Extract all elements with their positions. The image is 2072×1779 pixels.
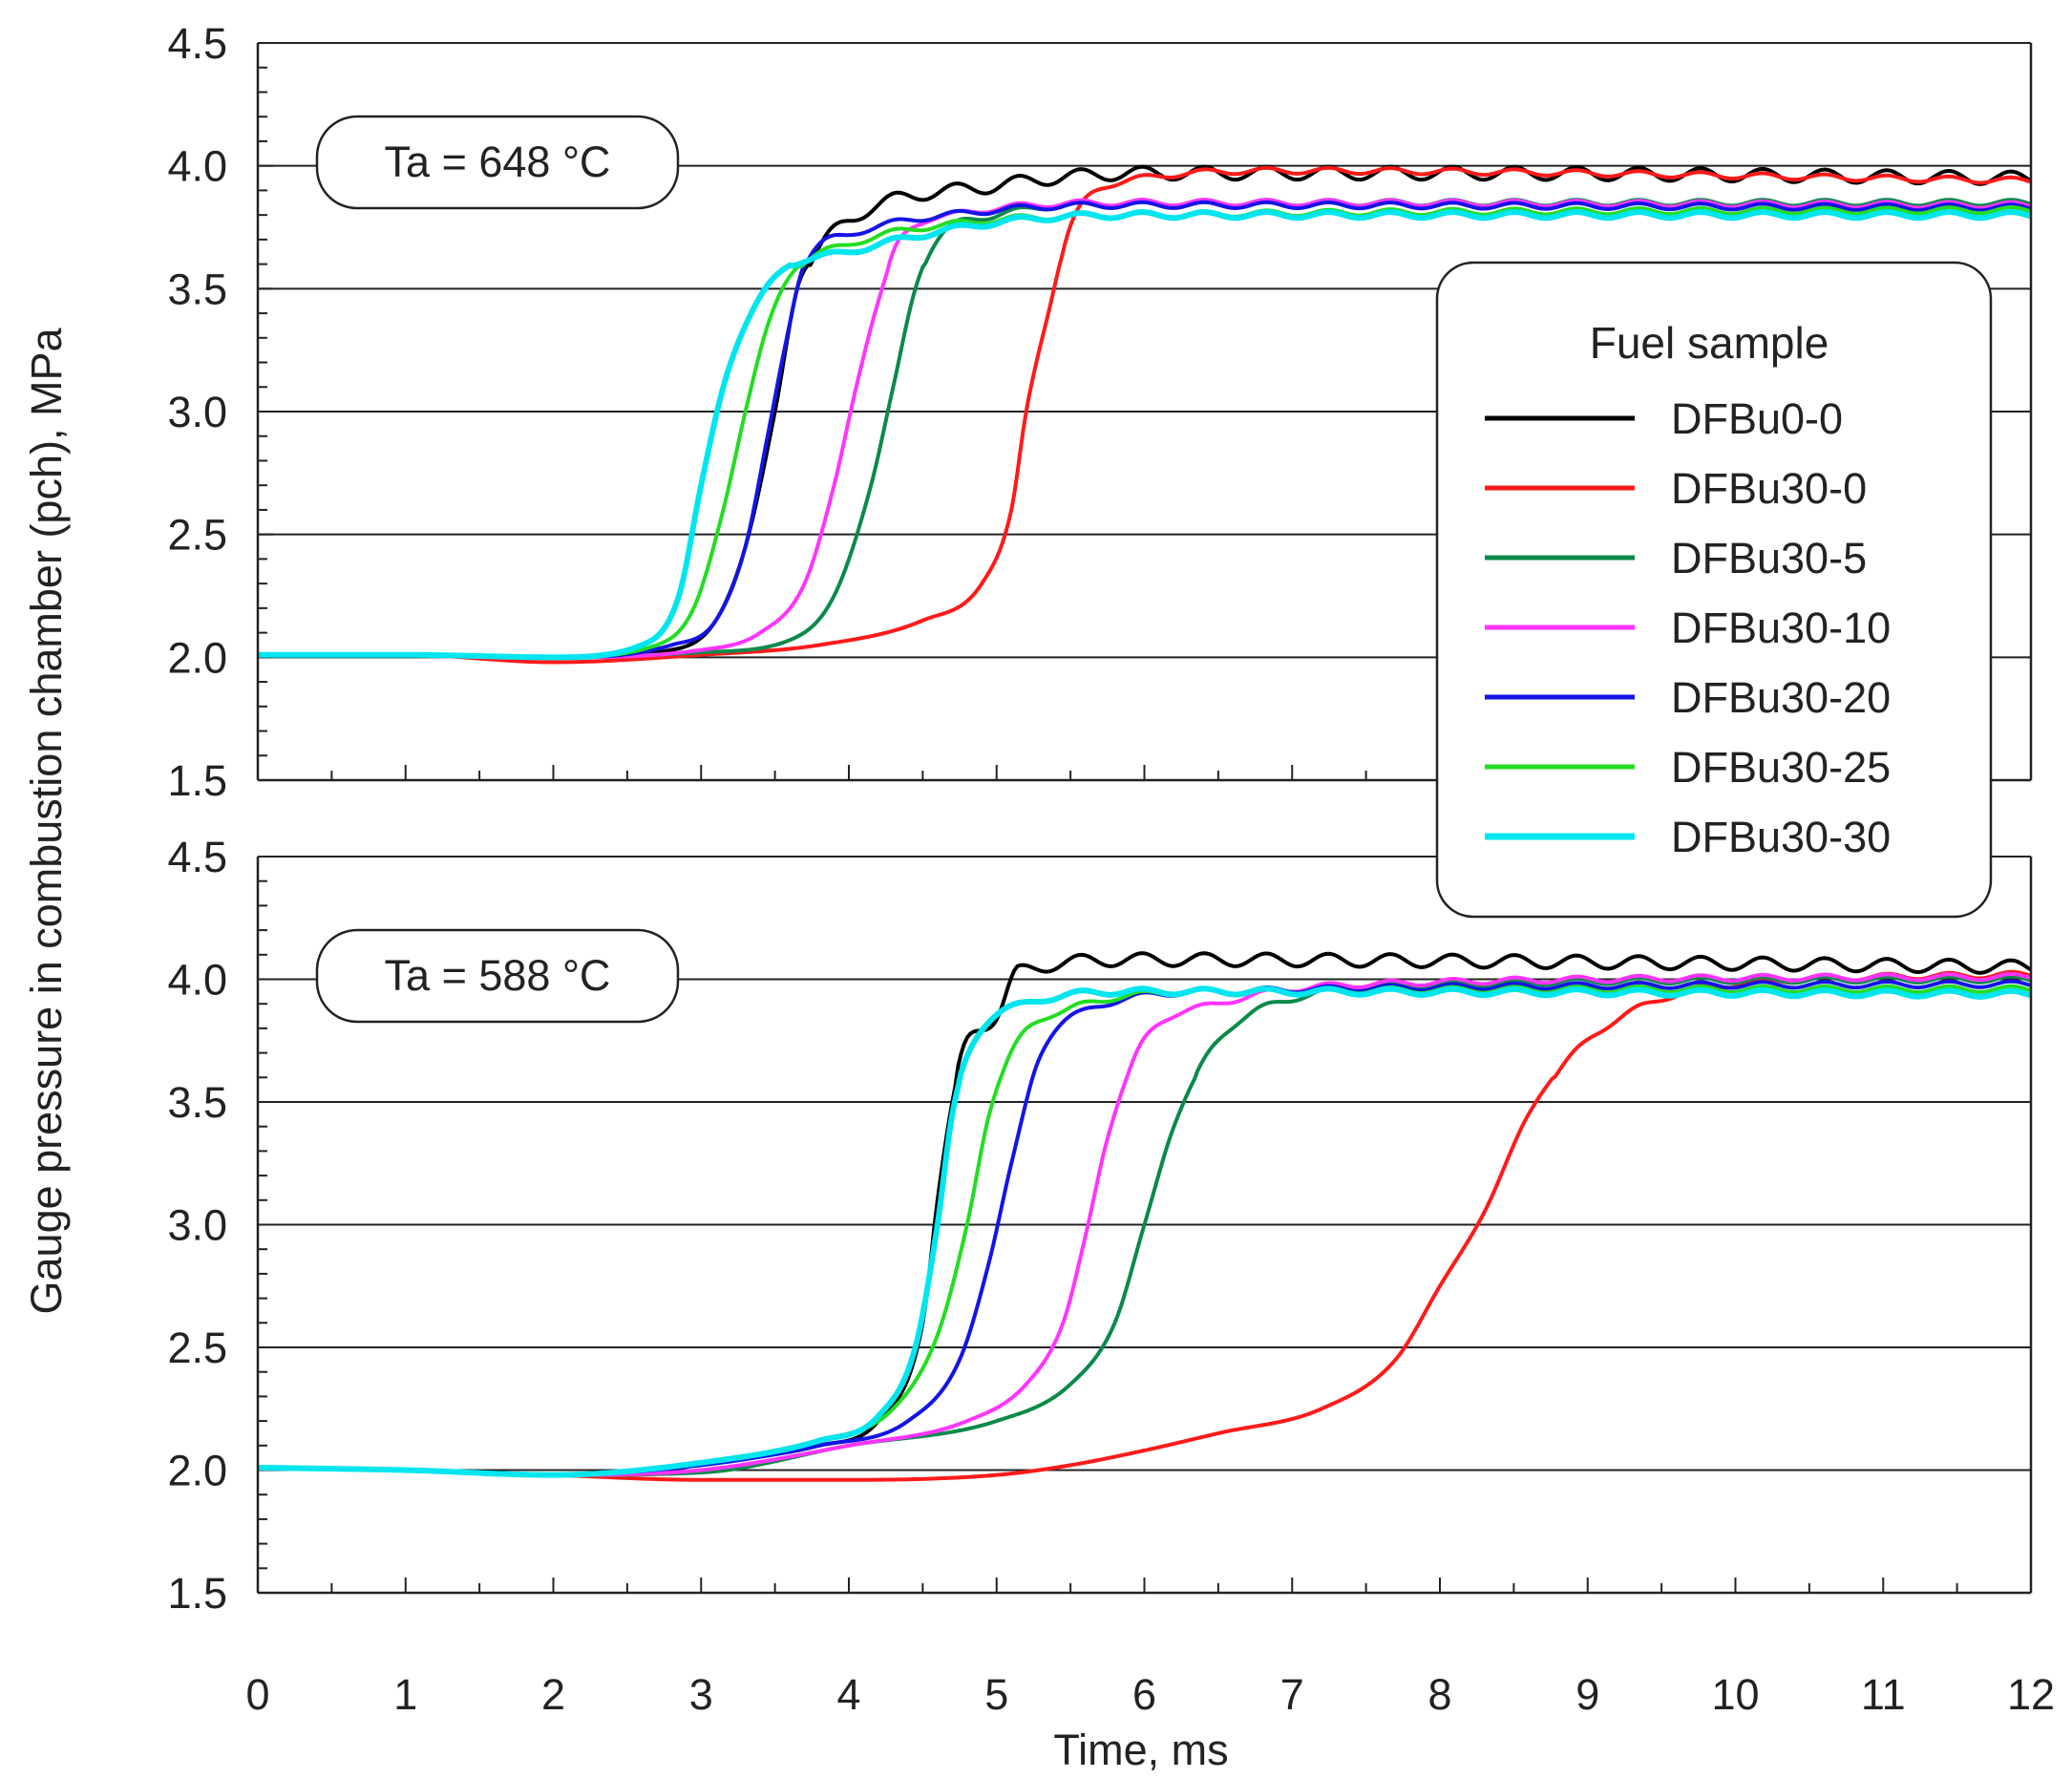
y-tick-label: 3.0 <box>167 388 227 436</box>
panel-bottom-series <box>257 951 2033 1482</box>
legend: Fuel sample DFBu0-0 DFBu30-0 DFBu30-5 DFBu3… <box>1435 261 1993 919</box>
y-tick-label: 3.5 <box>167 265 227 313</box>
legend-entry: DFBu30-20 <box>1485 673 1891 722</box>
annotation-text: Ta = 588 °C <box>385 951 611 1000</box>
series-line-DFBu30-30 <box>258 209 2032 661</box>
panel-top-ticks: 1.5 2.0 2.5 3.0 3.5 4.0 4.5 <box>167 19 2032 805</box>
x-tick-label: 0 <box>245 1670 269 1719</box>
x-tick-label: 8 <box>1427 1670 1451 1719</box>
legend-entry: DFBu0-0 <box>1485 394 1843 443</box>
y-tick-label: 4.0 <box>167 956 227 1005</box>
y-tick-label: 3.0 <box>167 1201 227 1250</box>
legend-entry: DFBu30-25 <box>1485 743 1891 792</box>
x-axis-title: Time, ms <box>1053 1726 1228 1774</box>
x-tick-label: 2 <box>541 1670 565 1719</box>
x-tick-label: 1 <box>393 1670 417 1719</box>
x-tick-label: 5 <box>984 1670 1008 1719</box>
x-tick-label: 10 <box>1711 1670 1759 1719</box>
legend-entry: DFBu30-0 <box>1485 464 1867 513</box>
annotation-box <box>315 115 680 210</box>
y-tick-label: 2.5 <box>167 511 227 560</box>
legend-label: DFBu30-5 <box>1671 534 1867 582</box>
y-tick-label: 2.5 <box>167 1324 227 1372</box>
x-tick-label: 4 <box>836 1670 860 1719</box>
legend-entries: DFBu0-0 DFBu30-0 DFBu30-5 DFBu30-10 DFBu30-2… <box>1485 394 1891 861</box>
legend-label: DFBu30-20 <box>1671 673 1891 722</box>
y-tick-label: 4.5 <box>167 19 227 68</box>
y-tick-label: 3.5 <box>167 1078 227 1127</box>
y-tick-label: 4.0 <box>167 142 227 191</box>
panel-bottom-frame <box>256 856 2033 1595</box>
legend-label: DFBu30-10 <box>1671 604 1891 652</box>
series-line-DFBu30-0 <box>258 165 2032 665</box>
series-line-DFBu0-0 <box>257 951 2033 1477</box>
series-line-DFBu30-30 <box>257 985 2032 1478</box>
x-tick-label: 11 <box>1861 1670 1906 1719</box>
panel-top-annotation: Ta = 648 °C <box>315 115 680 210</box>
panel-bottom-ticks: 1.5 2.0 2.5 3.0 3.5 4.0 4.5 <box>167 833 2032 1618</box>
legend-entry: DFBu30-30 <box>1485 813 1891 861</box>
panel-bottom-annotation: Ta = 588 °C <box>315 928 680 1024</box>
y-tick-label: 1.5 <box>167 756 227 805</box>
legend-label: DFBu30-25 <box>1671 743 1891 792</box>
annotation-box <box>315 928 680 1024</box>
panel-top: 1.5 2.0 2.5 3.0 3.5 4.0 4.5 Ta = 648 °C <box>167 19 2033 805</box>
legend-label: DFBu30-0 <box>1671 464 1867 513</box>
y-tick-label: 4.5 <box>167 833 227 881</box>
legend-label: DFBu0-0 <box>1671 394 1843 443</box>
legend-title: Fuel sample <box>1590 318 1829 368</box>
y-axis-title: Gauge pressure in combustion chamber (pc… <box>22 328 71 1315</box>
y-tick-label: 2.0 <box>167 1447 227 1495</box>
annotation-text: Ta = 648 °C <box>385 138 611 186</box>
legend-entry: DFBu30-10 <box>1485 604 1891 652</box>
x-tick-label: 9 <box>1575 1670 1599 1719</box>
y-tick-label: 1.5 <box>167 1569 227 1618</box>
legend-box <box>1435 261 1993 919</box>
x-tick-label: 3 <box>689 1670 713 1719</box>
series-line-DFBu30-5 <box>257 974 2032 1477</box>
panel-top-series <box>258 164 2033 665</box>
legend-entry: DFBu30-5 <box>1485 534 1867 582</box>
legend-label: DFBu30-30 <box>1671 813 1891 861</box>
x-tick-label: 12 <box>2007 1670 2055 1719</box>
x-tick-labels: 0 1 2 3 4 5 6 7 8 9 10 11 12 <box>245 1670 2055 1719</box>
x-tick-label: 7 <box>1280 1670 1304 1719</box>
x-tick-label: 6 <box>1132 1670 1156 1719</box>
panel-bottom: 1.5 2.0 2.5 3.0 3.5 4.0 4.5 Ta = 588 °C <box>167 833 2033 1618</box>
y-tick-label: 2.0 <box>167 633 227 682</box>
